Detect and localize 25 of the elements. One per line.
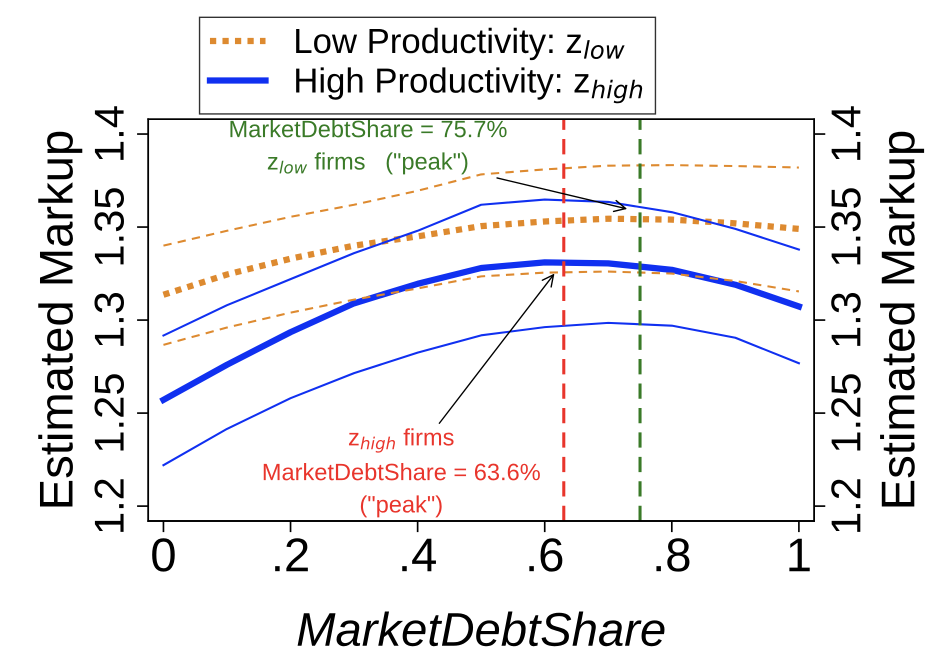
annotation: MarketDebtShare = 75.7% z$_{low}$ firms ("peak")	[230, 120, 507, 174]
y2-tick-label: 1.3	[831, 292, 861, 346]
x-tick-label: .2	[275, 538, 308, 572]
x-tick-label: .6	[529, 538, 562, 572]
y-tick-label: 1.35	[94, 188, 124, 264]
y2-axis-title: Estimated Markup	[880, 132, 924, 506]
y-axis-title: Estimated Markup	[38, 132, 82, 506]
y-tick-label: 1.4	[94, 106, 124, 160]
legend-label: Low Productivity: z$_{low}$	[296, 28, 625, 60]
line-series	[162, 198, 800, 337]
legend-label: High Productivity: z$_{high}$	[296, 67, 642, 104]
x-tick-label: 1	[789, 538, 810, 572]
y2-tick-label: 1.35	[831, 188, 861, 264]
x-axis-title: MarketDebtShare	[298, 612, 664, 646]
y2-tick-label: 1.2	[831, 479, 860, 532]
x-tick-label: .4	[402, 538, 436, 572]
line-series	[162, 270, 800, 346]
y-tick-label: 1.25	[94, 374, 124, 450]
y-tick-label: 1.3	[94, 292, 124, 346]
y2-tick-label: 1.4	[832, 106, 860, 160]
x-tick-label: 0	[152, 538, 175, 572]
annotation: z$_{high}$ firms MarketDebtShare = 63.6% ("peak")	[264, 428, 540, 518]
y-tick-label: 1.2	[94, 479, 124, 532]
x-tick-label: .8	[656, 538, 690, 572]
y2-tick-label: 1.25	[831, 374, 861, 450]
